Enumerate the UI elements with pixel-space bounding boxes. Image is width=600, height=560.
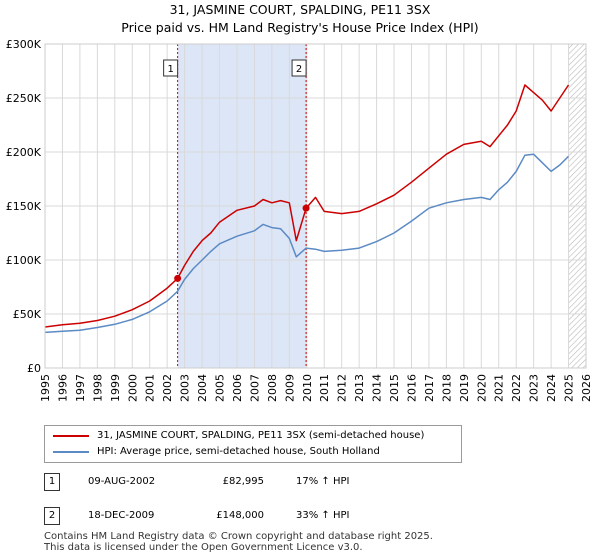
x-tick-label: 2026 xyxy=(580,374,593,402)
x-tick-label: 1998 xyxy=(91,374,104,402)
y-tick-label: £250K xyxy=(6,92,42,105)
x-tick-label: 2006 xyxy=(231,374,244,402)
sale-point-1 xyxy=(174,274,182,282)
x-tick-label: 2003 xyxy=(179,374,192,402)
legend-item-hpi: HPI: Average price, semi-detached house,… xyxy=(53,444,380,460)
x-tick-label: 2024 xyxy=(545,374,558,402)
transaction-date: 18-DEC-2009 xyxy=(88,510,155,521)
sale-point-2 xyxy=(302,204,310,212)
y-tick-label: £0 xyxy=(27,362,41,375)
chart-title-block: 31, JASMINE COURT, SPALDING, PE11 3SX Pr… xyxy=(0,1,600,37)
sale-label-1: 1 xyxy=(167,64,173,75)
x-tick-label: 2016 xyxy=(405,374,418,402)
x-tick-label: 2007 xyxy=(248,374,261,402)
footer-line-licence: This data is licensed under the Open Gov… xyxy=(44,542,363,553)
sale-label-box-1 xyxy=(163,59,179,77)
footer-attribution: Contains HM Land Registry data © Crown c… xyxy=(44,531,433,553)
y-tick-label: £150K xyxy=(6,200,42,213)
hpi-line xyxy=(44,153,570,334)
transaction-number-badge: 2 xyxy=(44,507,60,525)
x-tick-label: 2019 xyxy=(458,374,471,402)
x-tick-label: 1995 xyxy=(39,374,52,402)
x-tick-label: 2005 xyxy=(214,374,227,402)
x-tick-label: 2004 xyxy=(196,374,209,402)
x-tick-label: 1999 xyxy=(109,374,122,402)
y-tick-label: £100K xyxy=(6,254,42,267)
x-tick-label: 2009 xyxy=(283,374,296,402)
x-tick-label: 2018 xyxy=(440,374,453,402)
x-tick-label: 1996 xyxy=(56,374,69,402)
property-price-line xyxy=(44,84,570,328)
x-tick-label: 2023 xyxy=(528,374,541,402)
chart-title: 31, JASMINE COURT, SPALDING, PE11 3SX xyxy=(169,2,431,17)
sale-label-box-2 xyxy=(291,59,307,77)
x-tick-label: 2011 xyxy=(318,374,331,402)
legend-label-hpi: HPI: Average price, semi-detached house,… xyxy=(97,446,380,457)
y-tick-label: £200K xyxy=(6,146,42,159)
chart-subtitle: Price paid vs. HM Land Registry's House … xyxy=(121,20,479,35)
x-tick-label: 2014 xyxy=(371,374,384,402)
transaction-price: £148,000 xyxy=(216,510,264,521)
x-tick-label: 2015 xyxy=(388,374,401,402)
x-tick-label: 2025 xyxy=(563,374,576,402)
x-tick-label: 2010 xyxy=(301,374,314,402)
legend-swatch-hpi xyxy=(53,451,89,453)
x-tick-label: 2021 xyxy=(493,374,506,402)
x-tick-label: 2001 xyxy=(144,374,157,402)
transaction-price: £82,995 xyxy=(222,476,264,487)
x-tick-label: 2022 xyxy=(510,374,523,402)
x-tick-label: 2020 xyxy=(475,374,488,402)
y-tick-label: £300K xyxy=(6,38,42,51)
x-tick-label: 2000 xyxy=(126,374,139,402)
transaction-number-badge: 1 xyxy=(44,473,60,491)
chart-legend: 31, JASMINE COURT, SPALDING, PE11 3SX (s… xyxy=(44,425,462,463)
x-tick-label: 2012 xyxy=(336,374,349,402)
x-tick-label: 2013 xyxy=(353,374,366,402)
legend-swatch-property xyxy=(53,435,89,437)
x-tick-label: 2002 xyxy=(161,374,174,402)
sale-label-2: 2 xyxy=(296,64,302,75)
legend-item-property: 31, JASMINE COURT, SPALDING, PE11 3SX (s… xyxy=(53,428,424,444)
x-tick-label: 2017 xyxy=(423,374,436,402)
footer-line-copyright: Contains HM Land Registry data © Crown c… xyxy=(44,531,433,542)
x-tick-label: 2008 xyxy=(266,374,279,402)
transaction-hpi-change: 33% ↑ HPI xyxy=(296,510,350,521)
transaction-date: 09-AUG-2002 xyxy=(88,476,156,487)
plot-frame xyxy=(44,43,587,369)
price-chart: £0 £50K £100K £150K £200K £250K £300K 1995 1996 1… xyxy=(6,38,593,402)
y-tick-label: £50K xyxy=(13,308,42,321)
x-tick-label: 1997 xyxy=(74,374,87,402)
legend-label-property: 31, JASMINE COURT, SPALDING, PE11 3SX (s… xyxy=(97,430,425,441)
transaction-hpi-change: 17% ↑ HPI xyxy=(296,476,350,487)
